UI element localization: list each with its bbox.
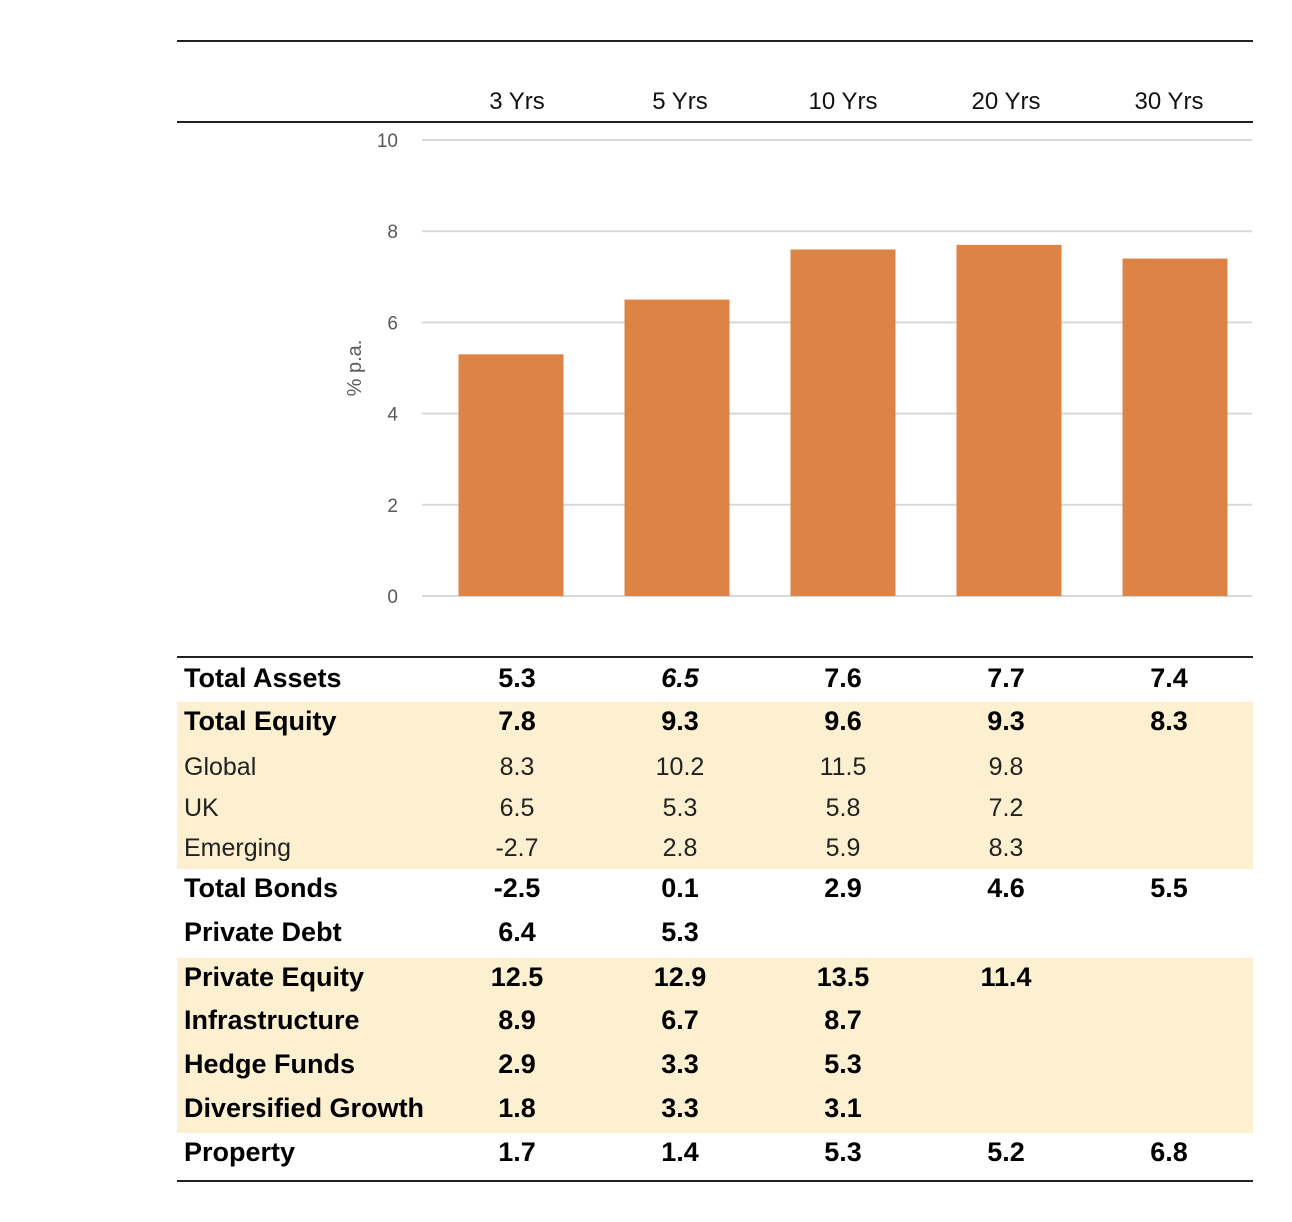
table-row: Total Assets 5.3 6.5 7.6 7.7 7.4: [177, 659, 1253, 702]
table-cell: 5.3: [824, 1049, 862, 1079]
y-tick-label: 10: [377, 131, 398, 152]
table-cell: 6.4: [498, 917, 536, 947]
row-label: Hedge Funds: [184, 1049, 356, 1079]
header-rule: [177, 121, 1253, 123]
table-cell: 9.6: [824, 706, 862, 736]
column-header: 10 Yrs: [808, 88, 878, 115]
table-cell: 6.5: [661, 663, 699, 693]
table-row: Emerging -2.7 2.8 5.9 8.3: [177, 828, 1253, 869]
bar-chart: 0 2 4 6 8 10 % p.a.: [344, 131, 1252, 608]
table-cell: 2.9: [498, 1049, 536, 1079]
y-axis-label: % p.a.: [344, 340, 366, 397]
row-label: Total Bonds: [184, 873, 338, 903]
table-row: Infrastructure 8.9 6.7 8.7: [177, 1001, 1253, 1045]
table-cell: 6.8: [1150, 1137, 1188, 1167]
y-tick-label: 2: [387, 496, 398, 517]
table-cell: 11.4: [980, 962, 1032, 992]
table-row: Diversified Growth 1.8 3.3 3.1: [177, 1089, 1253, 1133]
table-cell: 10.2: [655, 753, 705, 781]
table-bottom-rule: [177, 1180, 1253, 1182]
table-cell: 7.6: [824, 663, 862, 693]
table-row: Total Bonds -2.5 0.1 2.9 4.6 5.5: [177, 869, 1253, 913]
table-cell: 1.8: [498, 1093, 536, 1123]
y-tick-label: 6: [387, 313, 398, 334]
bar-10-yrs: [790, 249, 896, 596]
table-row: Total Equity 7.8 9.3 9.6 9.3 8.3: [177, 702, 1253, 747]
y-tick-label: 4: [387, 405, 398, 426]
table-cell: 9.3: [661, 706, 699, 736]
table-cell: 6.7: [661, 1005, 699, 1035]
table-row: UK 6.5 5.3 5.8 7.2: [177, 788, 1253, 828]
table-cell: 6.5: [499, 794, 535, 822]
row-label: Private Debt: [184, 917, 342, 947]
table-cell: 5.2: [987, 1137, 1025, 1167]
column-header: 5 Yrs: [652, 88, 708, 115]
table-cell: 4.6: [987, 873, 1025, 903]
table-cell: 8.3: [1150, 706, 1188, 736]
table-cell: 7.7: [987, 663, 1025, 693]
column-header: 20 Yrs: [971, 88, 1041, 115]
table-row: Private Equity 12.5 12.9 13.5 11.4: [177, 958, 1253, 1001]
table-cell: 9.3: [987, 706, 1025, 736]
row-label: Private Equity: [184, 962, 365, 992]
table-cell: 7.8: [498, 706, 536, 736]
table-cell: 5.3: [661, 917, 699, 947]
row-label: Diversified Growth: [184, 1093, 425, 1123]
table-cell: 8.7: [824, 1005, 862, 1035]
table-cell: 1.4: [661, 1137, 699, 1167]
table-cell: 3.3: [661, 1093, 699, 1123]
table-cell: 12.9: [653, 962, 707, 992]
table-cell: 3.1: [824, 1093, 862, 1123]
column-header: 3 Yrs: [489, 88, 545, 115]
row-label: Property: [184, 1137, 296, 1167]
column-header: 30 Yrs: [1134, 88, 1204, 115]
y-tick-label: 8: [387, 222, 398, 243]
table-cell: 5.3: [662, 794, 698, 822]
table-cell: 5.5: [1150, 873, 1188, 903]
table-row: Hedge Funds 2.9 3.3 5.3: [177, 1045, 1253, 1089]
table-cell: 13.5: [816, 962, 870, 992]
table-cell: -2.5: [493, 873, 541, 903]
bar-3-yrs: [458, 354, 564, 596]
table-cell: 2.8: [662, 834, 698, 862]
table-cell: 2.9: [824, 873, 862, 903]
y-tick-label: 0: [387, 587, 398, 608]
table-cell: 7.2: [988, 794, 1024, 822]
table-cell: -2.7: [495, 834, 539, 862]
table-cell: 12.5: [490, 962, 544, 992]
table-cell: 5.9: [825, 834, 861, 862]
bar-5-yrs: [624, 299, 730, 596]
table-cell: 5.8: [825, 794, 861, 822]
table-cell: 7.4: [1150, 663, 1188, 693]
table-cell: 9.8: [988, 753, 1024, 781]
table-cell: 8.3: [988, 834, 1024, 862]
table-cell: 1.7: [498, 1137, 536, 1167]
table-cell: 5.3: [824, 1137, 862, 1167]
table-cell: 5.3: [498, 663, 536, 693]
table-cell: 8.3: [499, 753, 535, 781]
table-row: Global 8.3 10.2 11.5 9.8: [177, 747, 1253, 788]
returns-table: Total Assets 5.3 6.5 7.6 7.7 7.4 Total Equity 7…: [177, 659, 1253, 1181]
table-cell: 11.5: [819, 753, 867, 781]
table-row: Private Debt 6.4 5.3: [177, 913, 1253, 958]
table-cell: 0.1: [661, 873, 699, 903]
row-label: Total Assets: [184, 663, 342, 693]
row-label: Infrastructure: [184, 1005, 360, 1035]
bar-20-yrs: [956, 244, 1062, 596]
row-label: Total Equity: [184, 706, 337, 736]
table-cell: 3.3: [661, 1049, 699, 1079]
top-rule: [177, 40, 1253, 42]
bar-30-yrs: [1122, 258, 1228, 596]
table-cell: 8.9: [498, 1005, 536, 1035]
table-top-rule: [177, 656, 1253, 658]
row-label: Emerging: [184, 834, 291, 862]
row-label: Global: [184, 753, 257, 781]
table-row: Property 1.7 1.4 5.3 5.2 6.8: [177, 1133, 1253, 1181]
row-label: UK: [184, 794, 219, 822]
